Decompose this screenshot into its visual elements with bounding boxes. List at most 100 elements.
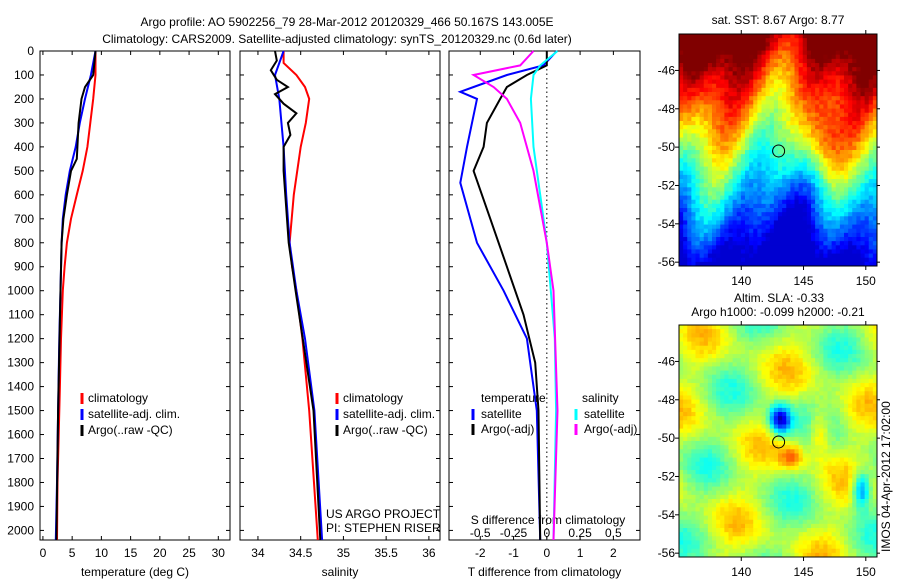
map-cell (753, 532, 758, 537)
map-cell (766, 371, 771, 376)
map-cell (679, 466, 684, 471)
map-cell (778, 113, 783, 118)
map-cell (687, 104, 692, 109)
map-cell (770, 540, 775, 545)
map-cell (856, 84, 861, 89)
map-cell (720, 245, 725, 250)
map-cell (753, 371, 758, 376)
map-cell (704, 437, 709, 442)
map-cell (799, 167, 804, 172)
map-cell (741, 433, 746, 438)
map-cell (745, 387, 750, 392)
map-cell (729, 400, 734, 405)
map-cell (799, 424, 804, 429)
map-cell (836, 258, 841, 263)
map-cell (753, 342, 758, 347)
map-cell (724, 453, 729, 458)
map-cell (733, 437, 738, 442)
map-cell (696, 516, 701, 521)
map-cell (729, 499, 734, 504)
map-cell (811, 38, 816, 43)
map-cell (766, 487, 771, 492)
map-cell (815, 84, 820, 89)
map-cell (749, 387, 754, 392)
map-cell (807, 540, 812, 545)
map-cell (729, 233, 734, 238)
map-cell (691, 154, 696, 159)
map-cell (786, 100, 791, 105)
map-cell (856, 191, 861, 196)
map-cell (795, 391, 800, 396)
map-cell (770, 46, 775, 51)
map-cell (865, 67, 870, 72)
map-cell (753, 495, 758, 500)
map-cell (720, 84, 725, 89)
map-cell (840, 88, 845, 93)
map-cell (733, 229, 738, 234)
map-cell (691, 487, 696, 492)
map-cell (753, 125, 758, 130)
map-cell (757, 395, 762, 400)
map-cell (704, 346, 709, 351)
map-cell (716, 400, 721, 405)
map-cell (844, 241, 849, 246)
map-cell (762, 420, 767, 425)
map-cell (803, 233, 808, 238)
map-cell (803, 424, 808, 429)
map-cell (741, 437, 746, 442)
map-cell (774, 100, 779, 105)
map-cell (708, 383, 713, 388)
map-cell (720, 478, 725, 483)
map-cell (803, 258, 808, 263)
map-cell (799, 80, 804, 85)
map-cell (774, 487, 779, 492)
map-cell (696, 196, 701, 201)
map-cell (799, 495, 804, 500)
map-cell (737, 491, 742, 496)
map-cell (799, 487, 804, 492)
map-cell (770, 100, 775, 105)
map-cell (869, 154, 874, 159)
map-cell (786, 482, 791, 487)
map-cell (749, 55, 754, 60)
map-cell (696, 545, 701, 550)
map-cell (737, 416, 742, 421)
map-cell (828, 204, 833, 209)
map-cell (848, 146, 853, 151)
map-cell (799, 55, 804, 60)
map-cell (749, 150, 754, 155)
map-cell (807, 125, 812, 130)
map-cell (737, 528, 742, 533)
map-cell (811, 329, 816, 334)
map-cell (696, 429, 701, 434)
map-cell (778, 175, 783, 180)
map-cell (799, 528, 804, 533)
map-cell (774, 220, 779, 225)
map-cell (741, 532, 746, 537)
map-cell (790, 179, 795, 184)
map-cell (696, 88, 701, 93)
map-cell (691, 212, 696, 217)
map-cell (687, 507, 692, 512)
map-cell (782, 183, 787, 188)
map-cell (700, 487, 705, 492)
map-cell (786, 167, 791, 172)
map-cell (696, 354, 701, 359)
map-cell (819, 80, 824, 85)
map-cell (716, 420, 721, 425)
map-cell (778, 528, 783, 533)
map-cell (823, 175, 828, 180)
map-cell (687, 536, 692, 541)
map-cell (865, 167, 870, 172)
map-cell (749, 113, 754, 118)
map-cell (720, 495, 725, 500)
map-cell (856, 109, 861, 114)
map-cell (724, 383, 729, 388)
map-cell (840, 212, 845, 217)
map-cell (712, 96, 717, 101)
map-cell (790, 204, 795, 209)
map-cell (716, 183, 721, 188)
map-cell (782, 362, 787, 367)
map-cell (803, 84, 808, 89)
map-cell (819, 371, 824, 376)
